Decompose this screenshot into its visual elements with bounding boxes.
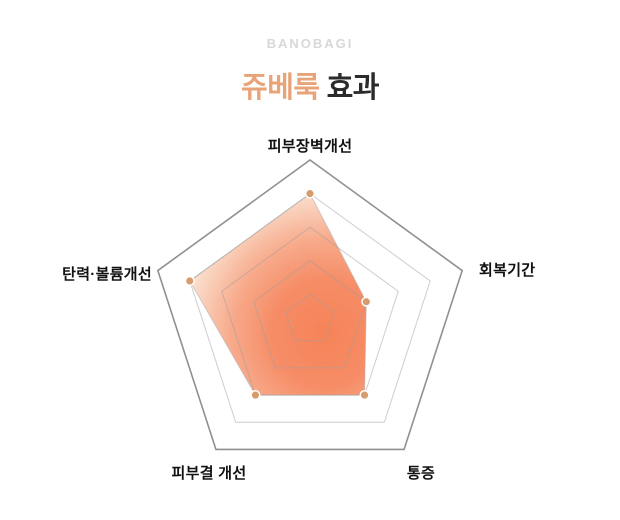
radar-data-point <box>304 188 316 199</box>
radar-outer-ring <box>156 159 464 451</box>
axis-label-skin-barrier: 피부장벽개선 <box>267 138 353 155</box>
radar-data-polygon <box>189 192 367 396</box>
radar-data-point <box>250 390 261 401</box>
axis-label-recovery-period: 회복기간 <box>479 262 536 279</box>
radar-data-point <box>359 390 370 401</box>
radar-grid-ring <box>189 192 431 423</box>
brand-label: BANOBAGI <box>266 36 354 51</box>
page-title-rest: 효과 <box>326 72 380 104</box>
radar-grid-ring <box>221 226 399 396</box>
radar-grid-ring <box>285 293 335 342</box>
axis-label-elasticity-volume: 탄력·볼륨개선 <box>62 266 152 283</box>
axis-label-pain: 통증 <box>406 465 436 482</box>
page-title: 쥬베룩 효과 <box>0 64 620 106</box>
axis-label-skin-texture: 피부결 개선 <box>171 465 247 482</box>
radar-data-point <box>361 296 372 307</box>
radar-data-point <box>184 275 195 286</box>
page-title-accent: 쥬베룩 <box>241 72 320 104</box>
radar-grid-ring <box>253 260 367 369</box>
